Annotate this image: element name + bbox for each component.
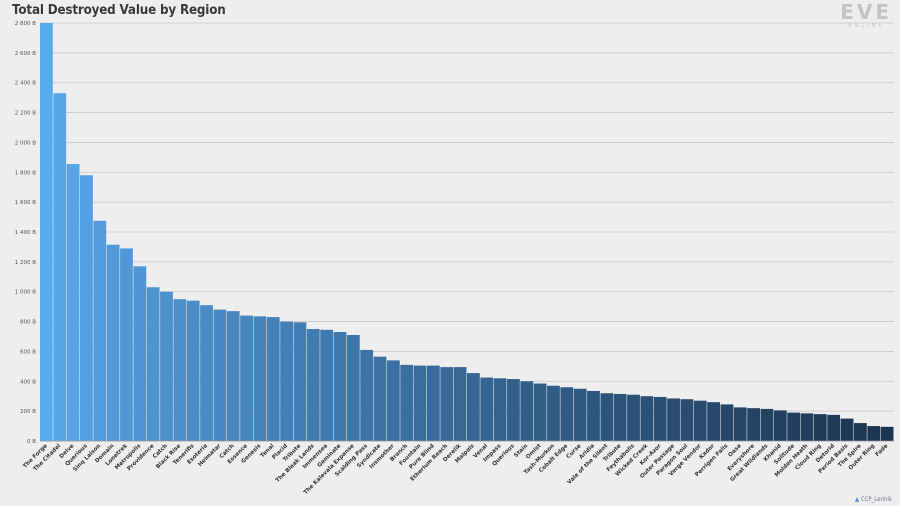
bar <box>226 311 240 441</box>
y-tick-label: 200 B <box>20 409 36 415</box>
bar <box>266 317 280 441</box>
bar <box>747 408 761 441</box>
bar <box>853 423 867 441</box>
y-tick-label: 2 000 B <box>15 140 36 146</box>
bar <box>493 378 507 441</box>
bar <box>587 390 600 441</box>
bar <box>240 315 253 441</box>
bar <box>346 335 360 441</box>
bar <box>867 426 881 441</box>
bar <box>520 381 534 441</box>
bar <box>667 398 680 441</box>
bar <box>613 393 627 441</box>
bar <box>760 408 774 441</box>
bar <box>213 309 227 441</box>
x-tick-label: Fade <box>875 443 890 458</box>
bar <box>80 175 93 441</box>
y-tick-label: 1 200 B <box>15 260 36 266</box>
logo-main-text: EVE <box>840 0 892 24</box>
bar <box>133 266 147 441</box>
y-tick-label: 600 B <box>20 349 36 355</box>
bar <box>600 393 614 441</box>
bar <box>573 388 587 441</box>
credit-text: ▲ CCP_Lenhik <box>855 496 892 503</box>
y-tick-label: 1 000 B <box>15 290 36 296</box>
bar <box>66 164 80 441</box>
bar <box>827 414 841 441</box>
chart-title: Total Destroyed Value by Region <box>12 3 226 18</box>
bar <box>547 385 560 441</box>
y-tick-label: 0 B <box>27 439 36 445</box>
y-tick-label: 400 B <box>20 379 36 385</box>
y-tick-label: 2 800 B <box>15 21 36 27</box>
bar <box>186 300 200 441</box>
bar <box>467 373 480 441</box>
bar <box>280 321 293 441</box>
bar <box>40 23 53 441</box>
bar <box>160 291 173 441</box>
bar <box>93 220 107 441</box>
bar <box>400 364 414 441</box>
bar <box>320 329 334 441</box>
bar <box>680 399 694 441</box>
bar <box>360 349 374 441</box>
bar <box>720 404 734 441</box>
bird-icon: ▲ <box>854 496 860 503</box>
bar <box>507 379 520 441</box>
bar <box>840 418 854 441</box>
bar <box>200 305 213 441</box>
bar <box>800 413 814 441</box>
bar <box>253 316 267 441</box>
bar <box>306 329 320 441</box>
bar <box>333 332 347 441</box>
bar <box>653 396 667 441</box>
bar <box>707 402 720 441</box>
bar <box>373 356 387 441</box>
bar <box>640 396 654 441</box>
bar <box>453 367 467 441</box>
bar <box>413 365 427 441</box>
bar <box>533 383 547 441</box>
bar <box>440 367 454 441</box>
bar <box>106 244 120 441</box>
bar <box>560 387 574 441</box>
y-tick-label: 1 800 B <box>15 170 36 176</box>
bar <box>426 365 440 441</box>
bar <box>293 322 307 441</box>
bar <box>813 414 827 441</box>
bar <box>386 360 400 441</box>
y-tick-label: 800 B <box>20 320 36 326</box>
eve-online-logo: EVE ONLINE <box>840 1 892 29</box>
bar <box>627 394 640 441</box>
y-tick-label: 2 400 B <box>15 81 36 87</box>
bar <box>733 407 747 441</box>
bar <box>120 248 133 441</box>
bar <box>53 93 67 442</box>
bar <box>773 410 787 441</box>
y-tick-label: 1 600 B <box>15 200 36 206</box>
bar <box>693 400 707 441</box>
bar <box>480 377 494 441</box>
credit-handle: CCP_Lenhik <box>860 496 892 503</box>
bar <box>787 412 801 441</box>
logo-sub-text: ONLINE <box>847 23 885 29</box>
y-tick-label: 1 400 B <box>15 230 36 236</box>
bar <box>880 426 894 441</box>
y-tick-label: 2 200 B <box>15 111 36 117</box>
bar <box>173 299 187 441</box>
y-tick-label: 2 600 B <box>15 51 36 57</box>
bar <box>146 287 160 441</box>
